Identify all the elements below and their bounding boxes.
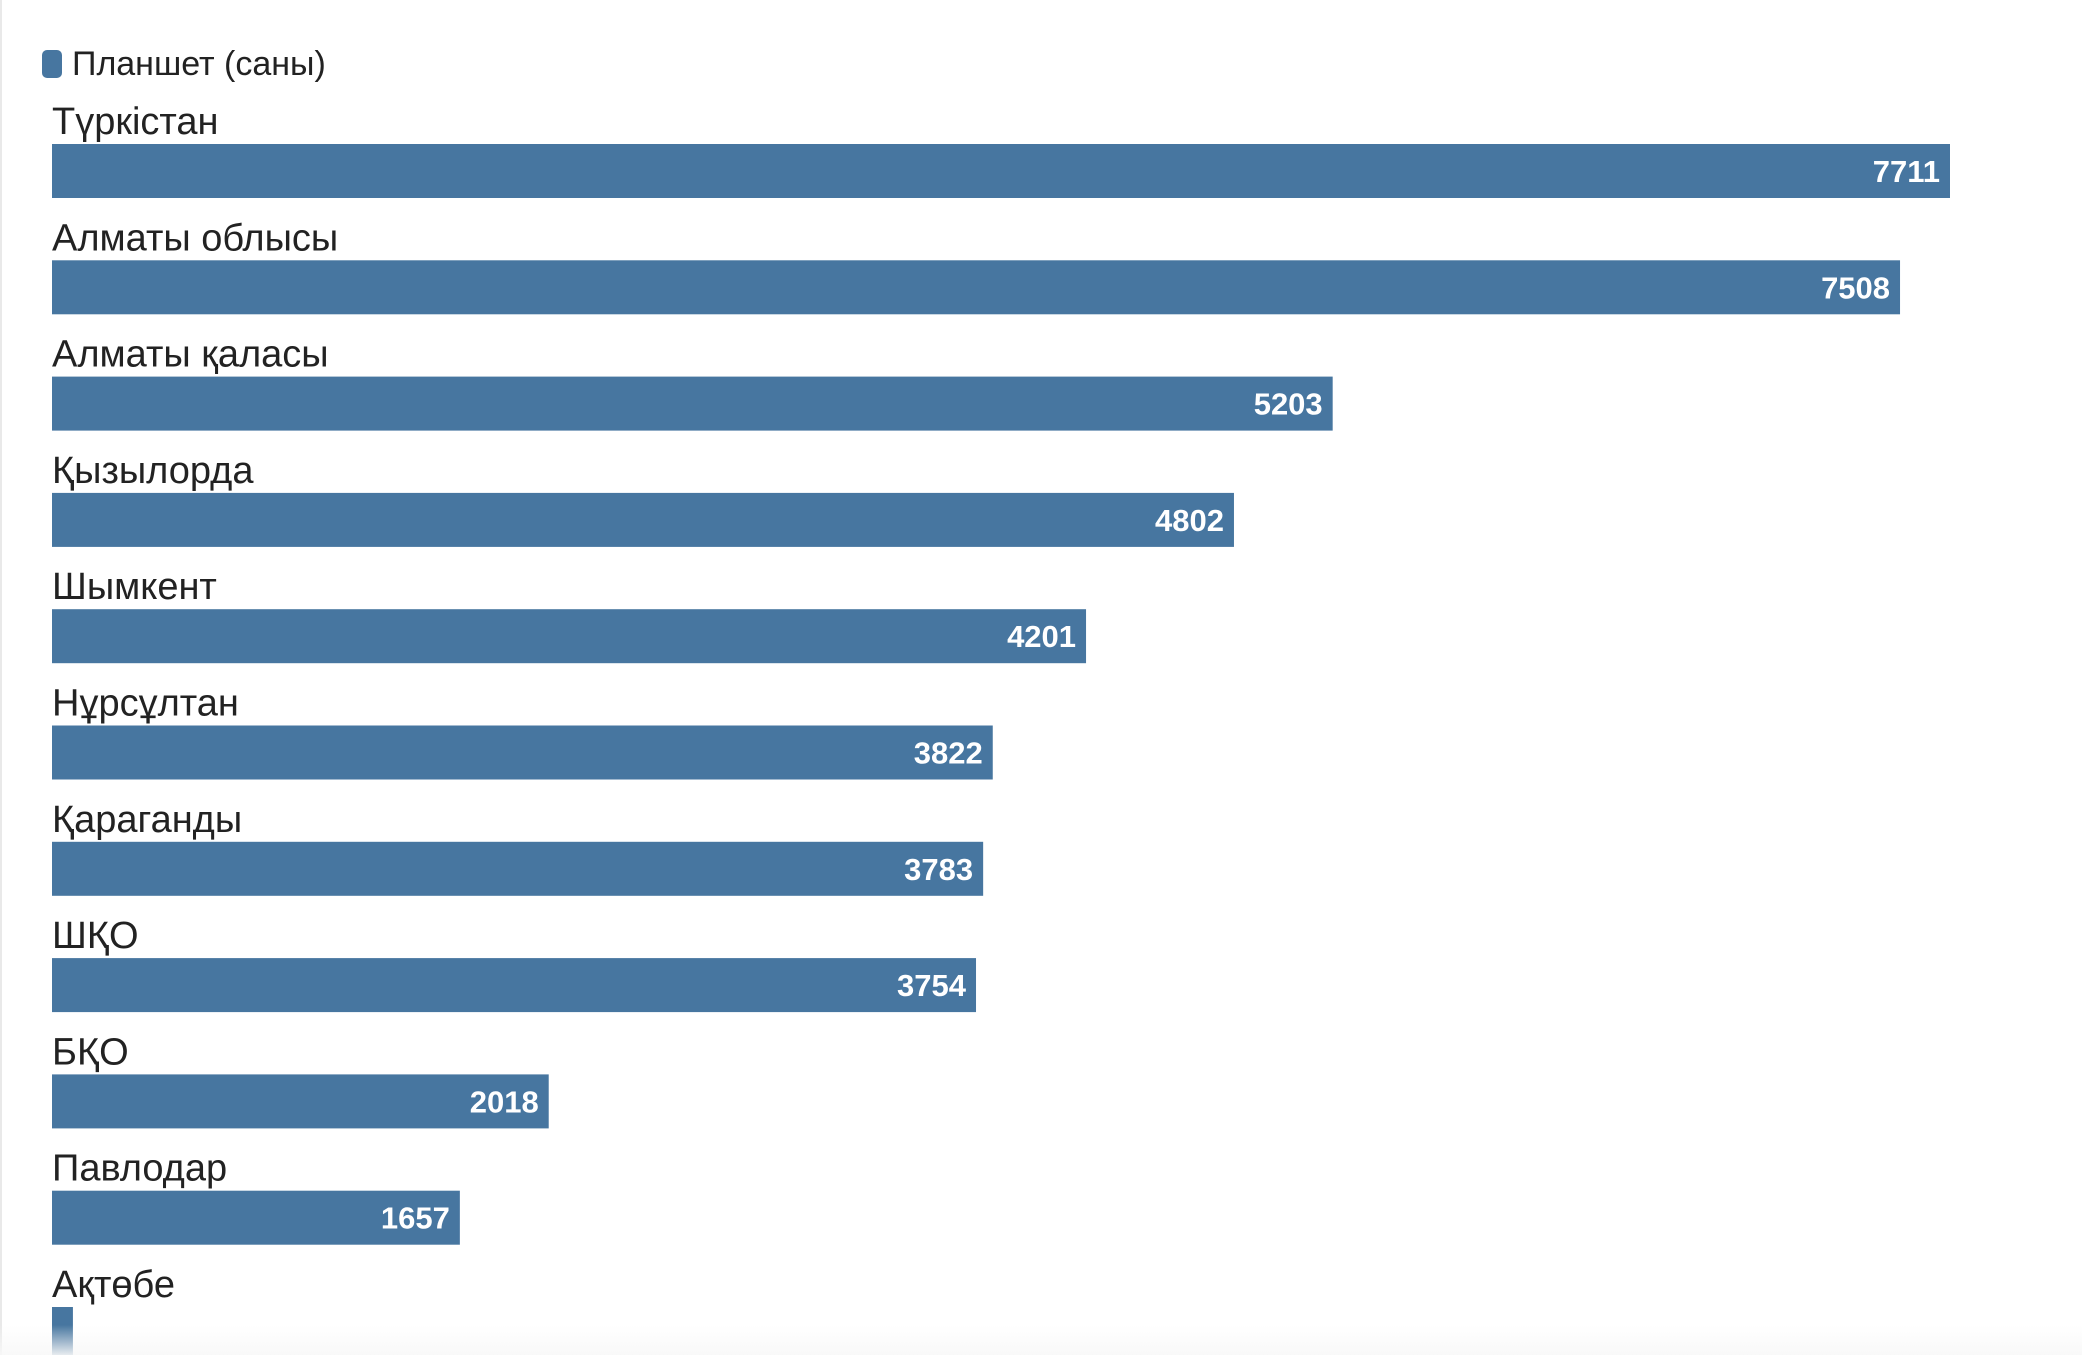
category-label: БҚО <box>52 1031 129 1073</box>
bar[interactable] <box>52 841 984 896</box>
category-label: Қараганды <box>52 799 242 841</box>
value-label: 1657 <box>381 1201 450 1236</box>
legend-swatch <box>42 50 62 78</box>
category-label: Алматы облысы <box>52 217 338 259</box>
category-label: Павлодар <box>52 1148 227 1190</box>
category-label: Ақтөбе <box>52 1264 175 1306</box>
category-label: Нұрсұлтан <box>52 683 239 725</box>
legend-label: Планшет (саны) <box>72 44 326 83</box>
value-label: 3822 <box>914 736 983 771</box>
bar[interactable] <box>52 725 993 780</box>
bar[interactable] <box>52 376 1333 431</box>
value-label: 4802 <box>1155 503 1224 538</box>
value-label: 3754 <box>897 968 967 1003</box>
bar[interactable] <box>52 1190 460 1245</box>
left-border <box>0 0 2 1355</box>
value-label: 5203 <box>1254 387 1323 422</box>
category-label: Түркістан <box>52 101 219 143</box>
bar[interactable] <box>52 1074 549 1129</box>
bar[interactable] <box>52 492 1234 547</box>
value-label: 2018 <box>470 1084 539 1119</box>
bar[interactable] <box>52 144 1950 198</box>
value-label: 7508 <box>1821 270 1890 305</box>
bar[interactable] <box>52 958 977 1013</box>
value-label: 3783 <box>904 852 973 887</box>
bar[interactable] <box>52 609 1087 664</box>
value-label: 7711 <box>1873 154 1940 189</box>
category-label: Шымкент <box>52 566 217 608</box>
category-label: ШҚО <box>52 915 139 957</box>
value-label: 4201 <box>1007 619 1076 654</box>
bar[interactable] <box>52 260 1901 315</box>
category-label: Қызылорда <box>52 450 254 492</box>
bar[interactable] <box>52 1307 73 1355</box>
category-label: Алматы қаласы <box>52 334 329 376</box>
legend: Планшет (саны) <box>42 44 326 84</box>
